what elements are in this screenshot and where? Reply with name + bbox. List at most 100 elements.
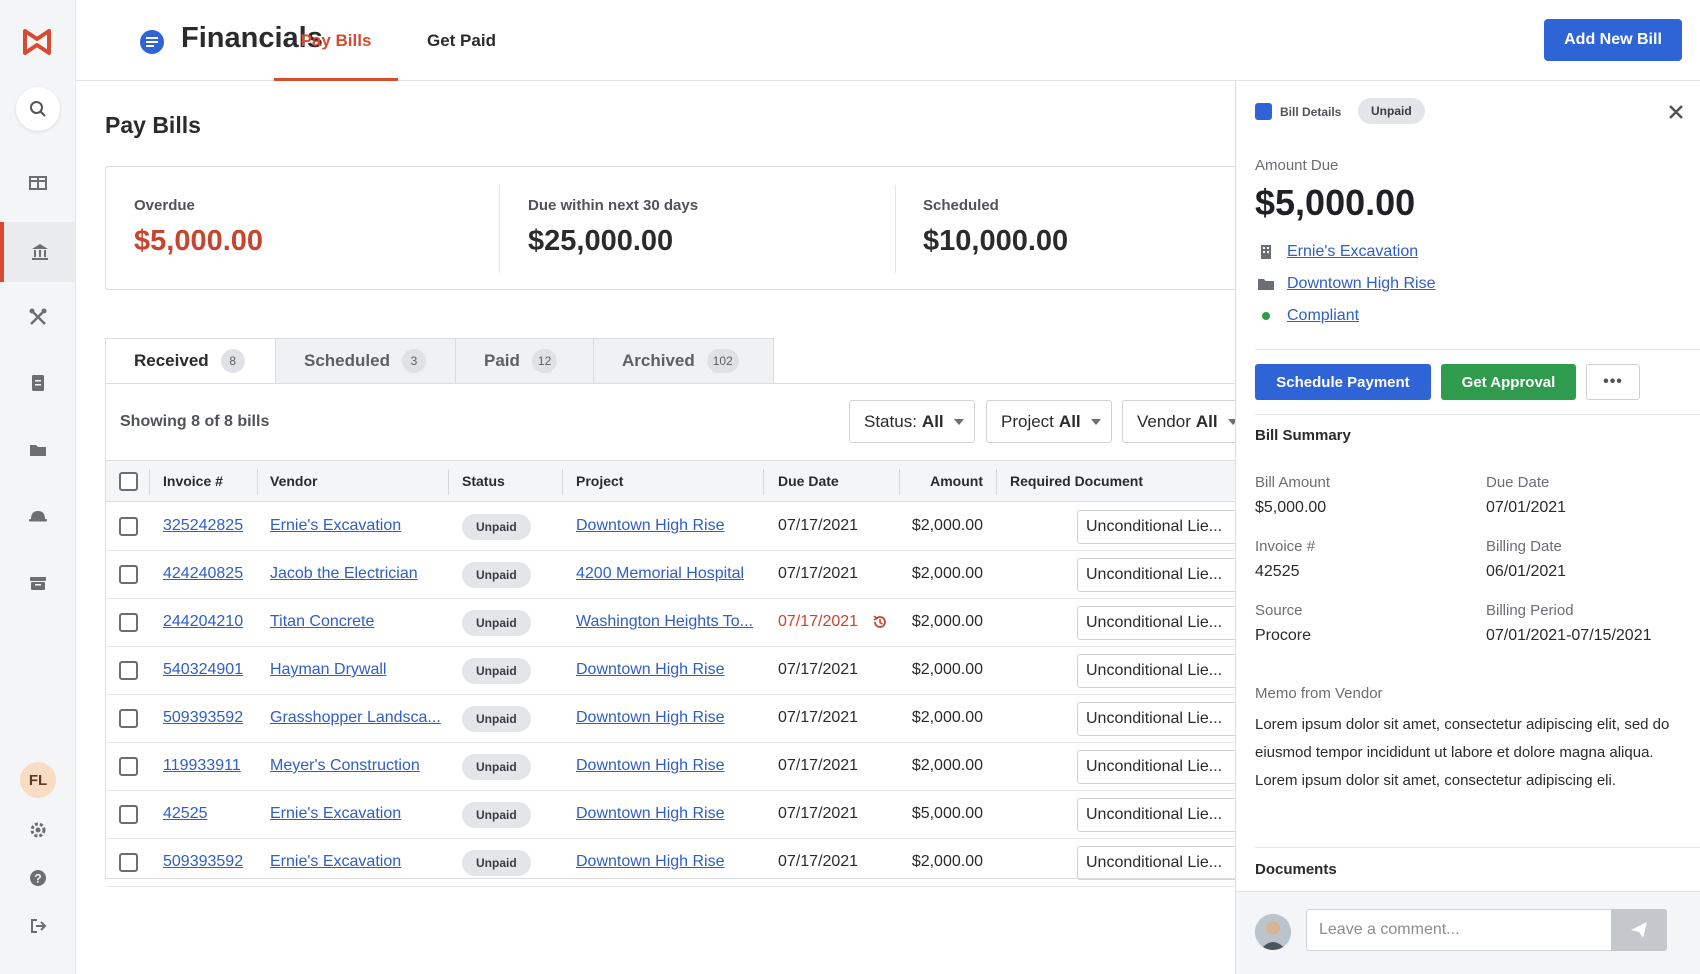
billing-period-value: 07/01/2021-07/15/2021 [1486,627,1652,644]
files-nav-button[interactable] [0,420,76,480]
vendor-filter[interactable]: Vendor All [1122,400,1238,443]
tab-archived[interactable]: Archived 102 [593,338,774,384]
required-document-select[interactable]: Unconditional Lie... [1077,606,1237,640]
project-link[interactable]: 4200 Memorial Hospital [576,565,745,582]
project-link[interactable]: Washington Heights To... [576,613,753,630]
settings-button[interactable] [0,806,76,854]
project-link[interactable]: Downtown High Rise [576,757,725,774]
column-header-required-document[interactable]: Required Document [1010,473,1144,489]
search-button[interactable] [16,87,60,131]
row-checkbox[interactable] [119,805,138,824]
vendor-link[interactable]: Ernie's Excavation [270,517,402,534]
vendor-link[interactable]: Ernie's Excavation [270,853,402,870]
logout-button[interactable] [0,902,76,950]
vendor-link[interactable]: Meyer's Construction [270,757,420,774]
row-checkbox[interactable] [119,613,138,632]
documents-nav-button[interactable] [0,353,76,413]
tab-get-paid[interactable]: Get Paid [427,31,496,50]
tools-nav-button[interactable] [0,287,76,347]
required-document-select[interactable]: Unconditional Lie... [1077,558,1237,592]
column-header-due-date[interactable]: Due Date [778,473,839,489]
project-link[interactable]: Downtown High Rise [576,709,725,726]
vendor-link[interactable]: Ernie's Excavation [1287,243,1419,260]
invoice-link[interactable]: 119933911 [163,757,241,774]
table-row[interactable]: 509393592 Ernie's Excavation Downtown High… [106,839,1237,887]
financials-nav-button[interactable] [0,222,76,282]
table-row[interactable]: 540324901 Hayman Drywall Downtown High Ris… [106,647,1237,695]
row-checkbox[interactable] [119,517,138,536]
invoice-link[interactable]: 325242825 [163,517,244,534]
storage-nav-button[interactable] [0,553,76,613]
table-row[interactable]: 119933911 Meyer's Construction Downtown Hi… [106,743,1237,791]
row-checkbox[interactable] [119,565,138,584]
comment-input[interactable] [1306,909,1611,951]
status-badge: Unpaid [462,706,531,732]
project-link[interactable]: Downtown High Rise [576,517,725,534]
table-row[interactable]: 325242825 Ernie's Excavation Downtown High… [106,503,1237,551]
menu-button[interactable] [140,30,164,54]
close-icon[interactable] [1667,103,1685,121]
vendor-link[interactable]: Hayman Drywall [270,661,387,678]
table-row[interactable]: 424240825 Jacob the Electrician 4200 Memor… [106,551,1237,599]
project-filter[interactable]: Project All [986,400,1112,443]
column-header-vendor[interactable]: Vendor [270,473,318,489]
required-document-select[interactable]: Unconditional Lie... [1077,846,1237,880]
procore-logo-icon[interactable] [22,28,52,56]
table-row[interactable]: 42525 Ernie's Excavation Downtown High Ris… [106,791,1237,839]
billing-date-label: Billing Date [1486,538,1562,555]
help-button[interactable]: ? [0,854,76,902]
tab-pay-bills[interactable]: Pay Bills [274,31,398,81]
compliance-link[interactable]: Compliant [1287,307,1360,324]
summary-card: Overdue $5,000.00 Due within next 30 day… [105,166,1235,290]
get-approval-button[interactable]: Get Approval [1441,364,1576,400]
add-new-bill-button[interactable]: Add New Bill [1544,19,1682,61]
invoice-link[interactable]: 42525 [163,805,208,822]
tab-received[interactable]: Received 8 [105,338,276,384]
project-link[interactable]: Downtown High Rise [576,853,725,870]
project-link[interactable]: Downtown High Rise [576,805,725,822]
invoice-link[interactable]: 509393592 [163,709,244,726]
tab-scheduled[interactable]: Scheduled 3 [275,338,456,384]
dashboard-nav-button[interactable] [0,153,76,213]
tab-count-badge: 3 [401,349,426,373]
divider [1255,349,1700,350]
project-link[interactable]: Downtown High Rise [1287,275,1436,292]
select-all-checkbox[interactable] [119,472,138,491]
due-date-cell: 07/17/2021 [778,757,859,774]
project-link[interactable]: Downtown High Rise [576,661,725,678]
project-row: Downtown High Rise [1255,273,1436,295]
table-row[interactable]: 244204210 Titan Concrete Washington Height… [106,599,1237,647]
schedule-payment-button[interactable]: Schedule Payment [1255,364,1431,400]
send-comment-button[interactable] [1611,909,1667,951]
column-header-invoice[interactable]: Invoice # [163,473,223,489]
status-badge: Unpaid [1358,98,1425,124]
status-badge: Unpaid [462,658,531,684]
user-avatar[interactable]: FL [20,762,56,798]
row-checkbox[interactable] [119,757,138,776]
vendor-link[interactable]: Grasshopper Landsca... [270,709,441,726]
column-header-project[interactable]: Project [576,473,624,489]
invoice-link[interactable]: 540324901 [163,661,244,678]
tab-paid[interactable]: Paid 12 [455,338,594,384]
projects-nav-button[interactable] [0,486,76,546]
required-document-select[interactable]: Unconditional Lie... [1077,798,1237,832]
column-divider [763,469,764,495]
row-checkbox[interactable] [119,709,138,728]
required-document-select[interactable]: Unconditional Lie... [1077,654,1237,688]
invoice-link[interactable]: 509393592 [163,853,244,870]
required-document-select[interactable]: Unconditional Lie... [1077,702,1237,736]
vendor-link[interactable]: Titan Concrete [270,613,375,630]
column-header-amount[interactable]: Amount [930,473,983,489]
row-checkbox[interactable] [119,661,138,680]
invoice-link[interactable]: 424240825 [163,565,244,582]
required-document-select[interactable]: Unconditional Lie... [1077,750,1237,784]
vendor-link[interactable]: Ernie's Excavation [270,805,402,822]
table-row[interactable]: 509393592 Grasshopper Landsca... Downtown … [106,695,1237,743]
vendor-link[interactable]: Jacob the Electrician [270,565,418,582]
required-document-select[interactable]: Unconditional Lie... [1077,510,1237,544]
more-options-button[interactable]: ••• [1586,364,1640,400]
column-header-status[interactable]: Status [462,473,505,489]
invoice-link[interactable]: 244204210 [163,613,244,630]
status-filter[interactable]: Status: All [849,400,975,443]
row-checkbox[interactable] [119,853,138,872]
